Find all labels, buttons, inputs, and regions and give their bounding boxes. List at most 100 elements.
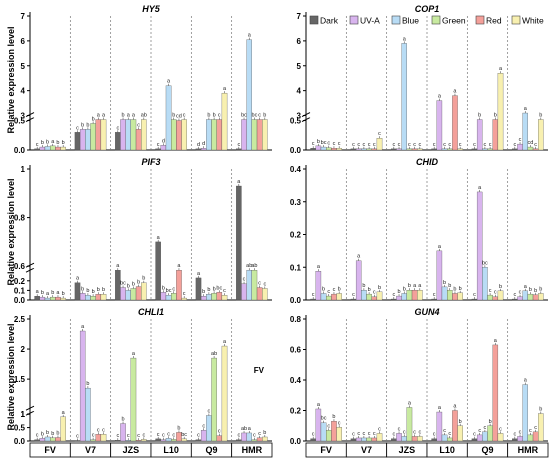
bar-uv-a-v7 (355, 437, 362, 442)
y-tick-label: 0.3 (290, 198, 302, 207)
significance-letter: c (237, 142, 240, 148)
cultivar-label-hmr: HMR (518, 445, 539, 455)
bar-green-l10 (171, 119, 177, 151)
bar-white-jzs (141, 439, 147, 442)
significance-letter: b (529, 287, 532, 293)
bar-dark-l10 (431, 148, 437, 151)
axis-break-gap (307, 114, 548, 118)
bar-dark-q9 (471, 148, 478, 151)
bar-blue-v7 (85, 295, 91, 301)
significance-letter: bc (252, 113, 258, 119)
significance-letter: c (499, 426, 502, 432)
significance-letter: c (418, 429, 421, 435)
y-tick-label: 0.1 (14, 286, 26, 295)
bar-blue-jzs (125, 440, 131, 442)
bar-uv-a-fv (315, 408, 322, 442)
cultivar-label-v7: V7 (361, 445, 372, 455)
bar-blue-q9 (482, 267, 488, 301)
bar-green-jzs (130, 119, 137, 151)
significance-letter: c (208, 409, 211, 415)
chart-title: COP1 (415, 4, 440, 14)
y-tick-label: 3 (297, 112, 302, 121)
significance-letter: c (172, 286, 175, 292)
bar-white-fv (336, 427, 342, 442)
bar-green-jzs (406, 148, 413, 151)
bar-blue-fv (320, 293, 327, 301)
bar-green-v7 (366, 293, 372, 301)
significance-letter: a (56, 290, 60, 296)
y-tick-label: 0.0 (290, 296, 302, 305)
bar-uv-a-hmr (517, 143, 523, 151)
significance-letter: b (362, 283, 365, 289)
bar-uv-a-v7 (355, 148, 362, 151)
significance-letter: c (519, 137, 522, 143)
significance-letter: c (327, 289, 330, 295)
significance-letter: b (453, 286, 456, 292)
bar-white-fv (336, 293, 342, 301)
bar-blue-jzs (401, 293, 407, 301)
significance-letter: c (218, 429, 221, 435)
bar-blue-l10 (165, 438, 172, 442)
significance-letter: b (378, 285, 381, 291)
bar-dark-l10 (155, 241, 161, 301)
y-tick-label: 7 (21, 12, 26, 21)
significance-letter: c (433, 142, 436, 148)
bar-dark-jzs (391, 298, 397, 301)
bar-white-jzs (417, 436, 423, 442)
bar-red-fv (331, 293, 337, 301)
y-tick-label: 6 (297, 37, 302, 46)
significance-letter: b (51, 431, 54, 437)
cultivar-label-jzs: JZS (123, 445, 140, 455)
significance-letter: b (41, 140, 44, 146)
significance-letter: b (46, 139, 49, 145)
bar-green-fv (326, 430, 332, 442)
bar-green-v7 (366, 437, 372, 442)
significance-letter: c (378, 426, 381, 432)
significance-letter: c (352, 292, 355, 298)
significance-letter: ab (251, 263, 257, 269)
significance-letter: a (438, 405, 442, 411)
significance-letter: a (494, 338, 498, 344)
y-tick-label: 0.6 (14, 262, 26, 271)
significance-letter: c (413, 142, 416, 148)
significance-letter: b (172, 113, 175, 119)
y-tick-label: 5 (21, 62, 26, 71)
cultivar-label-jzs: JZS (399, 445, 416, 455)
bar-blue-v7 (85, 129, 91, 151)
cultivar-label-l10: L10 (439, 445, 455, 455)
significance-letter: b (81, 286, 84, 292)
y-tick-label: 4 (297, 87, 302, 96)
bar-white-hmr (538, 119, 544, 151)
bar-red-hmr (256, 437, 263, 442)
bar-white-fv (60, 416, 66, 442)
bar-dark-l10 (155, 148, 161, 151)
significance-letter: c (127, 433, 130, 439)
significance-letter: b (162, 285, 165, 291)
significance-letter: c (513, 292, 516, 298)
significance-letter: a (248, 426, 252, 432)
bar-red-jzs (135, 129, 142, 151)
bar-blue-fv (320, 146, 327, 151)
bar-blue-l10 (165, 85, 172, 151)
bar-red-v7 (95, 119, 102, 151)
significance-letter: c (223, 288, 226, 294)
bar-dark-q9 (195, 277, 202, 301)
bar-red-hmr (532, 294, 539, 301)
significance-letter: ab (246, 263, 252, 269)
significance-letter: c (378, 131, 381, 137)
bar-green-hmr (251, 439, 258, 442)
significance-letter: a (524, 106, 528, 112)
bar-red-v7 (371, 296, 378, 301)
y-tick-label: 0.5 (14, 424, 26, 433)
legend-swatch-dark (309, 15, 319, 25)
significance-letter: a (524, 378, 528, 384)
significance-letter: b (56, 431, 59, 437)
y-tick-label: 0.0 (14, 146, 26, 155)
significance-letter: c (338, 141, 341, 147)
significance-letter: a (97, 113, 101, 119)
significance-letter: c (352, 432, 355, 438)
significance-letter: a (167, 79, 171, 85)
significance-letter: b (137, 280, 140, 286)
bar-dark-l10 (431, 298, 437, 301)
